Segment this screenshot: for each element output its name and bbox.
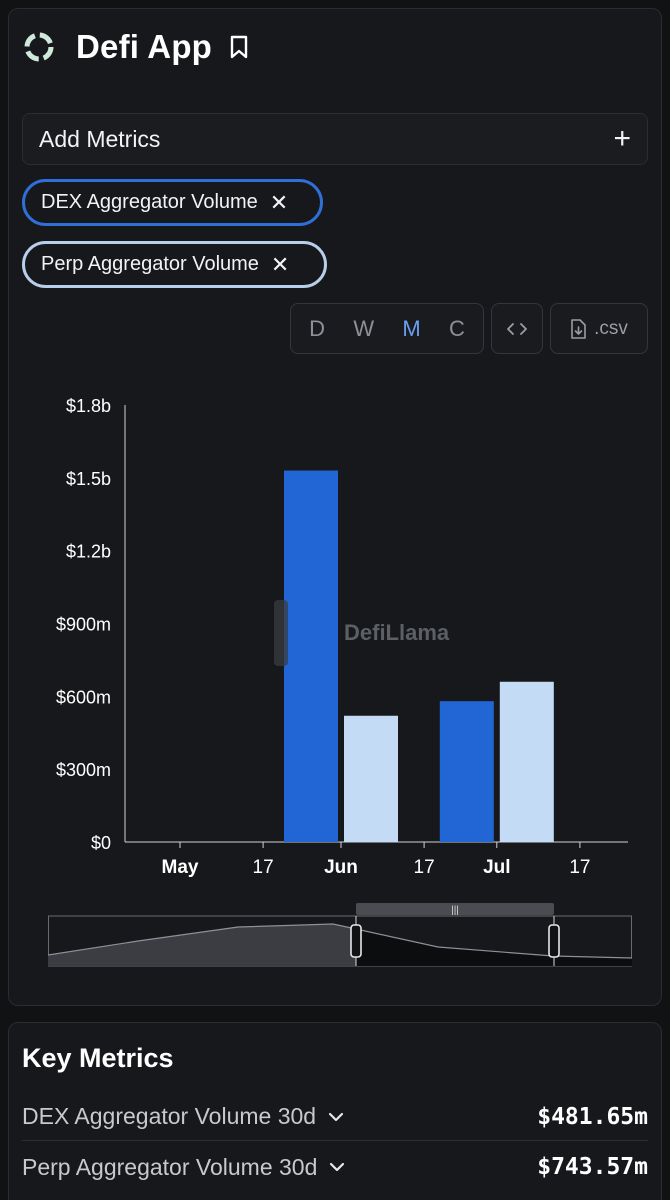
key-metric-toggle[interactable]: Perp Aggregator Volume 30d [22,1154,345,1181]
granularity-d[interactable]: D [309,315,326,341]
range-brush[interactable]: ||| [48,903,632,967]
y-tick-label: $600m [56,687,111,707]
page-title: Defi App [76,28,213,65]
watermark: DefiLlama [274,600,449,666]
brush-area-left [48,924,356,966]
add-metrics-button[interactable]: Add Metrics + [22,113,648,165]
close-icon[interactable]: ✕ [270,251,290,277]
ring-logo-icon [24,32,54,62]
embed-button[interactable] [491,303,543,354]
volume-bar-chart: $0 $300m $600m $900m $1.2b $1.5b $1.8b May 17 Jun… [56,396,628,878]
svg-text:|||: ||| [451,905,459,916]
x-tick-label: 17 [569,857,590,878]
watermark-text: DefiLlama [344,620,450,645]
granularity-c[interactable]: C [448,315,465,341]
plus-icon: + [613,122,631,155]
bar-perp [499,681,554,842]
brush-handle-left[interactable] [350,924,362,958]
x-tick-label: Jun [324,857,358,878]
y-tick-label: $900m [56,615,111,635]
key-metric-row: DEX Aggregator Volume 30d $481.65m [22,1093,648,1141]
x-tick-label: Jul [483,857,510,878]
granularity-m[interactable]: M [402,315,421,341]
granularity-toggle: D W M C [290,303,484,354]
bookmark-icon[interactable] [228,34,250,60]
chevron-down-icon [328,1112,344,1121]
key-metric-row: Perp Aggregator Volume 30d $743.57m [22,1143,648,1191]
x-tick-label: May [162,857,199,878]
key-metric-toggle[interactable]: DEX Aggregator Volume 30d [22,1103,344,1130]
y-tick-label: $1.2b [66,542,111,562]
bar-dex [439,701,494,842]
brush-area-selected [356,929,632,966]
chip-label: Perp Aggregator Volume [41,253,259,275]
key-metric-label: DEX Aggregator Volume 30d [22,1103,317,1129]
y-tick-label: $300m [56,760,111,780]
y-tick-label: $0 [91,833,111,853]
chip-label: DEX Aggregator Volume [41,191,258,213]
key-metric-value: $743.57m [537,1154,648,1180]
key-metric-label: Perp Aggregator Volume 30d [22,1153,318,1180]
bar-dex [284,470,338,842]
chevron-down-icon [330,1162,345,1172]
metric-chip-dex[interactable]: DEX Aggregator Volume ✕ [22,179,323,226]
code-icon [507,322,527,335]
download-file-icon [571,318,586,339]
brush-handle-right[interactable] [548,924,560,958]
bar-perp [344,715,398,842]
metric-chip-perp[interactable]: Perp Aggregator Volume ✕ [22,241,327,288]
key-metrics-card [8,1022,662,1200]
granularity-w[interactable]: W [353,315,375,341]
add-metrics-label: Add Metrics [39,125,161,152]
y-tick-label: $1.5b [66,469,111,489]
close-icon[interactable]: ✕ [269,189,289,215]
app-header: Defi App [22,28,250,66]
watermark-logo [274,600,288,666]
x-tick-label: 17 [414,857,435,878]
csv-download-button[interactable]: .csv [550,303,648,354]
csv-label: .csv [594,317,628,339]
x-tick-label: 17 [253,857,274,878]
key-metrics-title: Key Metrics [22,1043,174,1073]
brush-slider-bar[interactable] [356,903,554,915]
key-metric-value: $481.65m [537,1103,648,1130]
y-tick-label: $1.8b [66,396,111,416]
